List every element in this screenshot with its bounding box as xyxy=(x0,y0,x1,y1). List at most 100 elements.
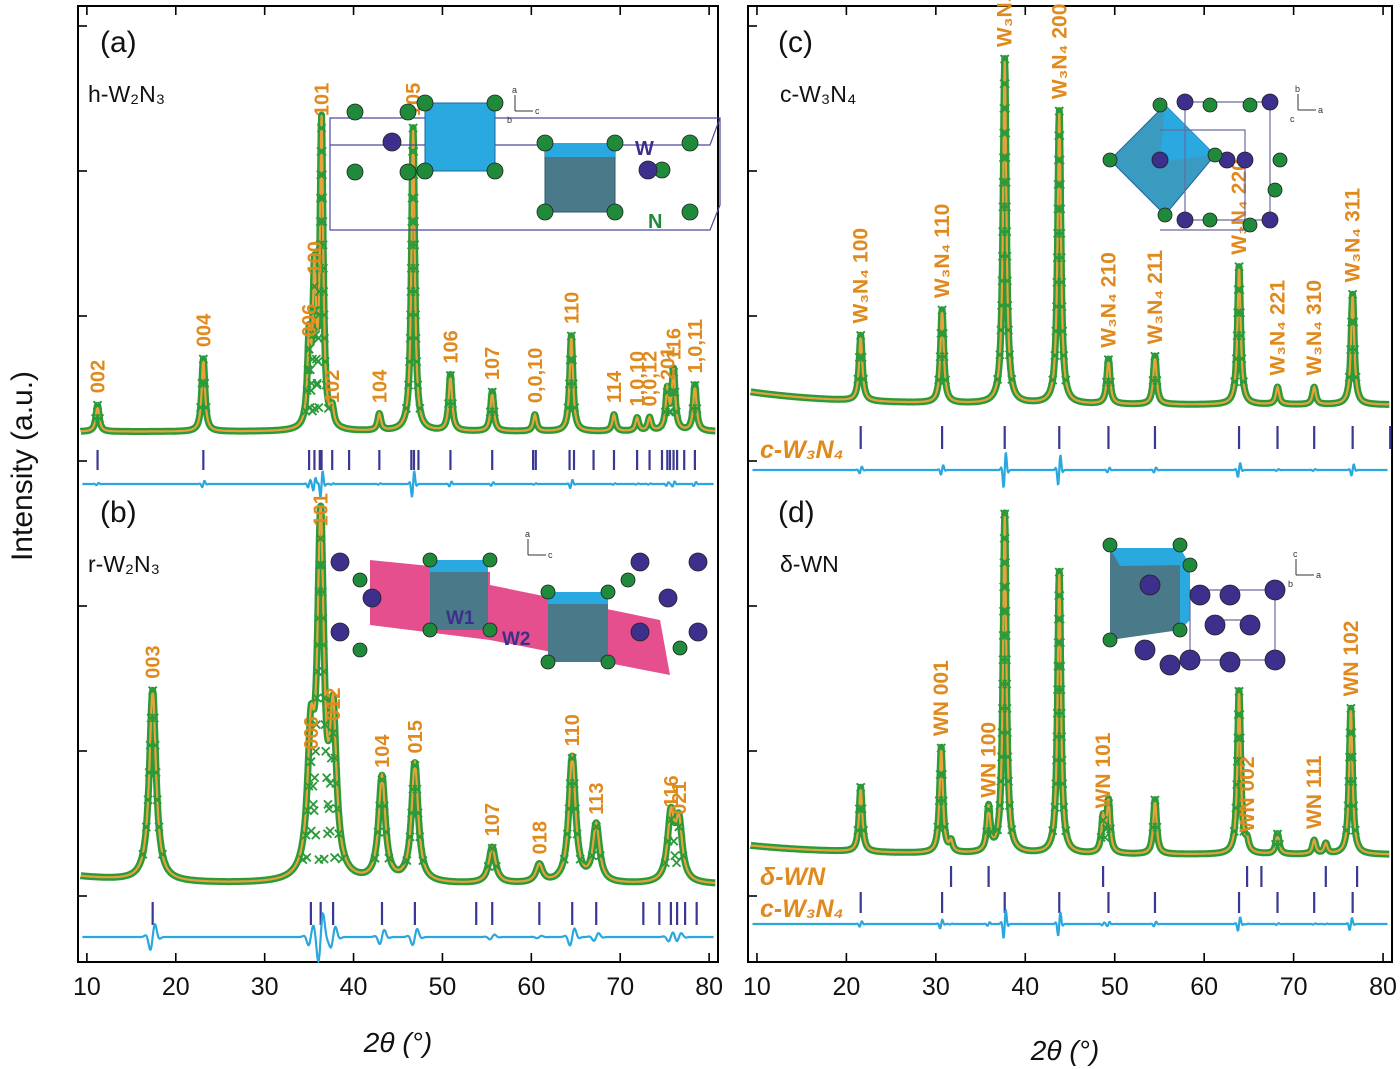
observed-point xyxy=(1232,756,1242,766)
observed-point xyxy=(595,850,605,861)
observed-point xyxy=(1054,567,1064,577)
peak-label: WN 100 xyxy=(978,722,1001,798)
x-tick-label: 10 xyxy=(743,973,771,1001)
observed-point xyxy=(939,352,949,362)
calculated-profile xyxy=(80,115,716,433)
inset-structure-b: a c W1 W2 xyxy=(330,529,708,675)
observed-point xyxy=(410,760,420,771)
observed-point xyxy=(1233,733,1243,743)
observed-point xyxy=(319,333,330,343)
peak-label: 1,0,11 xyxy=(685,319,707,374)
observed-point xyxy=(314,560,325,570)
observed-point xyxy=(404,356,415,367)
observed-point xyxy=(157,849,168,859)
observed-point xyxy=(563,403,573,413)
observed-point xyxy=(591,822,601,832)
observed-point xyxy=(1001,153,1011,163)
observed-point xyxy=(1003,300,1013,311)
calculated-profile xyxy=(750,512,1390,856)
peak-label: 101 xyxy=(312,83,334,116)
phase-label: δ-WN xyxy=(780,551,839,577)
observed-point xyxy=(1052,253,1062,263)
observed-point xyxy=(1235,710,1245,720)
panel-letter: (d) xyxy=(778,496,815,529)
observed-point xyxy=(999,558,1009,568)
peak-label: W₃N₄ 220 xyxy=(1228,159,1251,255)
observed-point xyxy=(320,356,330,367)
observed-point xyxy=(1235,285,1245,295)
n-atom xyxy=(482,622,498,638)
peak-label: 012 xyxy=(323,688,345,721)
observed-point xyxy=(315,193,326,203)
observed-point xyxy=(1004,350,1015,360)
observed-point xyxy=(312,378,322,388)
observed-point xyxy=(1350,825,1360,835)
peak-label: WN 111 xyxy=(1303,755,1326,829)
atom-label-n: N xyxy=(648,211,662,233)
n-atom xyxy=(1102,537,1118,553)
observed-point xyxy=(1001,128,1011,138)
axis-letter: c xyxy=(1290,114,1295,124)
observed-point xyxy=(403,380,414,390)
observed-point xyxy=(302,385,312,396)
observed-point xyxy=(1101,377,1112,387)
observed-point xyxy=(152,795,162,805)
observed-point xyxy=(669,836,679,846)
observed-point xyxy=(1053,155,1064,165)
observed-point xyxy=(315,263,325,273)
observed-point xyxy=(1235,308,1246,318)
w-atom xyxy=(1189,584,1211,606)
observed-point xyxy=(1061,826,1071,836)
observed-point xyxy=(320,719,330,730)
observed-point xyxy=(854,804,864,814)
observed-point xyxy=(1001,202,1012,212)
observed-point xyxy=(410,310,421,320)
observed-point xyxy=(305,365,315,375)
observed-point xyxy=(1152,822,1162,832)
observed-point xyxy=(1001,630,1011,641)
observed-point xyxy=(489,407,499,417)
observed-point xyxy=(328,728,338,738)
observed-point xyxy=(406,240,417,250)
observed-point xyxy=(995,350,1005,360)
n-atom xyxy=(681,134,699,152)
observed-point xyxy=(1233,285,1243,295)
observed-point xyxy=(411,333,421,343)
peak-label: W₃N₄ 110 xyxy=(931,204,954,298)
observed-point xyxy=(313,356,323,367)
w-atom xyxy=(1176,93,1194,111)
observed-point xyxy=(1344,752,1355,762)
x-tick-label: 80 xyxy=(1369,973,1397,1001)
peak-label: W₃N₄ 200 xyxy=(1048,4,1071,100)
w-atom xyxy=(630,552,650,572)
y-axis-label: Intensity (a.u.) xyxy=(6,371,39,561)
observed-point xyxy=(413,808,423,818)
observed-point xyxy=(668,367,679,377)
peak-label: 0,0,10 xyxy=(525,348,547,404)
observed-point xyxy=(565,355,575,365)
observed-point xyxy=(559,854,569,864)
panel-letter: (a) xyxy=(100,26,137,59)
n-atom xyxy=(1267,182,1283,198)
observed-point xyxy=(998,655,1008,665)
w-atom xyxy=(658,588,678,608)
observed-point xyxy=(303,365,313,375)
w-atom xyxy=(1139,574,1161,596)
observed-point xyxy=(1236,756,1246,766)
w-atom xyxy=(330,622,350,642)
inset-structure-a: a c b W N xyxy=(329,85,721,233)
observed-point xyxy=(410,286,420,297)
observed-point xyxy=(1000,558,1011,568)
observed-point xyxy=(1056,204,1066,214)
atom-label-w: W xyxy=(635,138,654,160)
peak-label: 107 xyxy=(482,803,504,836)
observed-point xyxy=(566,331,576,341)
observed-point xyxy=(322,829,333,839)
observed-point xyxy=(1096,832,1106,843)
observed-point xyxy=(688,403,698,414)
plot-frame xyxy=(77,5,719,963)
observed-point xyxy=(150,740,160,750)
observed-point xyxy=(149,713,159,723)
